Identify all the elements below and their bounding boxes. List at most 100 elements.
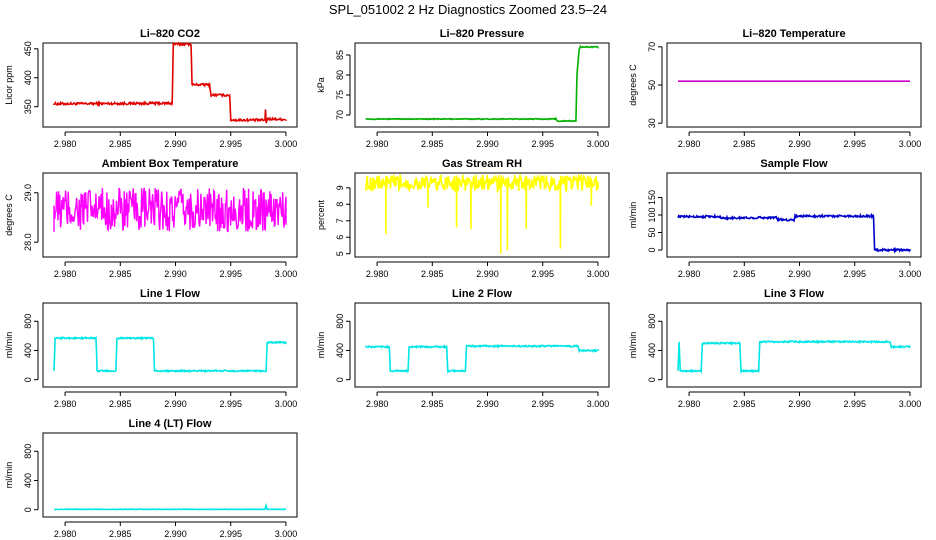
x-tick-label: 3.000 <box>587 269 610 279</box>
x-tick-label: 3.000 <box>275 529 298 539</box>
y-tick-label: 30 <box>647 118 657 128</box>
chart-title: Gas Stream RH <box>442 158 522 170</box>
plot-frame <box>42 432 298 518</box>
y-tick-label: 28.0 <box>23 233 33 251</box>
x-tick-label: 2.985 <box>733 399 756 409</box>
y-tick-label: 70 <box>335 110 345 120</box>
y-tick-label: 800 <box>647 314 657 329</box>
x-tick-label: 2.985 <box>109 269 132 279</box>
y-axis-label: ml/min <box>4 462 14 489</box>
y-axis-label: ml/min <box>316 332 326 359</box>
chart-panel-4: Ambient Box Temperature degrees C 2.980 2.9… <box>4 158 298 279</box>
x-tick-label: 2.990 <box>476 399 499 409</box>
y-axis-label: ml/min <box>628 202 638 229</box>
plot-frame <box>42 172 298 258</box>
x-tick-label: 2.990 <box>476 269 499 279</box>
chart-title: Line 3 Flow <box>764 288 824 300</box>
y-tick-label: 70 <box>647 42 657 52</box>
chart-title: Ambient Box Temperature <box>102 158 239 170</box>
chart-panel-5: Gas Stream RH percent 2.980 2.985 2.990 2.995… <box>316 158 610 279</box>
plot-frame <box>666 42 922 128</box>
series-line <box>54 502 286 511</box>
x-tick-label: 2.985 <box>733 269 756 279</box>
y-tick-label: 0 <box>23 377 33 382</box>
x-tick-label: 2.995 <box>843 139 866 149</box>
plot-frame <box>354 42 610 128</box>
chart-panel-1: Li–820 CO2 Licor ppm 2.980 2.985 2.990 2.995 3… <box>4 28 298 149</box>
x-tick-label: 2.980 <box>54 529 77 539</box>
y-tick-label: 400 <box>335 343 345 358</box>
chart-panel-2: Li–820 Pressure kPa 2.980 2.985 2.990 2.995 3.… <box>316 28 610 149</box>
y-axis-label: percent <box>316 199 326 230</box>
x-tick-label: 3.000 <box>275 139 298 149</box>
chart-title: Sample Flow <box>760 158 828 170</box>
plot-frame <box>666 172 922 258</box>
x-tick-label: 2.995 <box>219 269 242 279</box>
x-tick-label: 2.995 <box>531 139 554 149</box>
x-tick-label: 2.980 <box>54 399 77 409</box>
x-tick-label: 2.990 <box>164 269 187 279</box>
series-line <box>365 44 599 123</box>
x-tick-label: 2.995 <box>843 399 866 409</box>
chart-title: Li–820 Temperature <box>742 28 845 40</box>
y-tick-label: 350 <box>23 99 33 114</box>
y-tick-label: 9 <box>335 185 345 190</box>
series-line <box>365 343 599 374</box>
x-tick-label: 2.980 <box>678 399 701 409</box>
x-tick-label: 2.990 <box>164 139 187 149</box>
y-tick-label: 6 <box>335 235 345 240</box>
x-tick-label: 2.990 <box>788 139 811 149</box>
x-tick-label: 2.990 <box>164 399 187 409</box>
y-tick-label: 85 <box>335 50 345 60</box>
chart-panel-7: Line 1 Flow ml/min 2.980 2.985 2.990 2.995 3.0… <box>4 288 298 409</box>
y-axis-label: Licor ppm <box>4 65 14 105</box>
x-tick-label: 3.000 <box>275 269 298 279</box>
x-tick-label: 2.985 <box>733 139 756 149</box>
chart-title: Li–820 Pressure <box>440 28 524 40</box>
chart-title: Line 2 Flow <box>452 288 512 300</box>
series-line <box>677 339 911 375</box>
x-tick-label: 2.990 <box>476 139 499 149</box>
x-tick-label: 2.980 <box>54 139 77 149</box>
series-line <box>53 335 287 374</box>
x-tick-label: 3.000 <box>587 139 610 149</box>
y-axis-label: kPa <box>316 77 326 93</box>
y-tick-label: 8 <box>335 202 345 207</box>
y-tick-label: 0 <box>335 377 345 382</box>
plot-frame <box>42 302 298 388</box>
x-tick-label: 3.000 <box>899 269 922 279</box>
main-title: SPL_051002 2 Hz Diagnostics Zoomed 23.5–… <box>328 2 608 17</box>
y-axis-label: ml/min <box>4 332 14 359</box>
y-tick-label: 150 <box>647 190 657 205</box>
y-axis-label: ml/min <box>628 332 638 359</box>
x-tick-label: 3.000 <box>587 399 610 409</box>
x-tick-label: 3.000 <box>899 399 922 409</box>
y-tick-label: 100 <box>647 207 657 222</box>
chart-title: Line 4 (LT) Flow <box>129 418 212 430</box>
y-tick-label: 80 <box>335 70 345 80</box>
y-tick-label: 0 <box>647 247 657 252</box>
chart-panel-8: Line 2 Flow ml/min 2.980 2.985 2.990 2.995 3.0… <box>316 288 610 409</box>
y-tick-label: 50 <box>647 227 657 237</box>
series-line <box>53 41 287 124</box>
x-tick-label: 2.985 <box>421 269 444 279</box>
y-tick-label: 400 <box>23 343 33 358</box>
x-tick-label: 2.985 <box>109 529 132 539</box>
chart-panel-9: Line 3 Flow ml/min 2.980 2.985 2.990 2.995 3.0… <box>628 288 922 409</box>
x-tick-label: 2.995 <box>219 529 242 539</box>
x-tick-label: 3.000 <box>899 139 922 149</box>
chart-panel-6: Sample Flow ml/min 2.980 2.985 2.990 2.995 3.0… <box>628 158 922 279</box>
x-tick-label: 2.995 <box>219 399 242 409</box>
y-tick-label: 450 <box>23 41 33 56</box>
x-tick-label: 2.980 <box>366 139 389 149</box>
y-tick-label: 75 <box>335 90 345 100</box>
y-tick-label: 800 <box>23 444 33 459</box>
series-line <box>677 212 911 254</box>
x-tick-label: 2.995 <box>531 399 554 409</box>
y-tick-label: 0 <box>647 377 657 382</box>
y-tick-label: 800 <box>23 314 33 329</box>
x-tick-label: 2.980 <box>366 269 389 279</box>
x-tick-label: 2.990 <box>788 399 811 409</box>
chart-title: Line 1 Flow <box>140 288 200 300</box>
